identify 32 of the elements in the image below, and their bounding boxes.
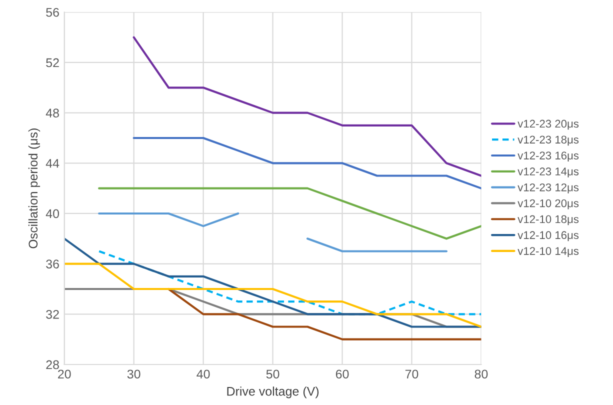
x-tick-label: 30 [127, 370, 140, 379]
y-tick-label: 52 [46, 58, 59, 68]
line-series [64, 238, 482, 328]
x-tick-label: 70 [405, 370, 418, 379]
line-series [132, 136, 482, 190]
y-tick-label: 56 [46, 8, 59, 17]
line-series [64, 262, 482, 328]
line-series [98, 187, 482, 240]
y-tick-label: 44 [46, 159, 60, 168]
legend-label: v12-23 14μs [518, 168, 579, 178]
legend-label: v12-23 16μs [518, 152, 579, 162]
legend-label: v12-10 18μs [518, 215, 579, 226]
legend-label: v12-23 18μs [518, 136, 579, 146]
x-tick-label: 20 [58, 370, 71, 379]
legend-label: v12-10 16μs [518, 231, 579, 242]
y-tick-label: 48 [46, 108, 59, 118]
line-series [168, 288, 482, 340]
legend-label: v12-23 12μs [518, 183, 579, 194]
y-tick-label: 36 [46, 260, 59, 268]
y-axis-title: Oscillation period (μs) [28, 128, 40, 248]
y-tick-label: 32 [46, 310, 59, 319]
x-tick-label: 40 [196, 370, 210, 379]
legend-label: v12-10 20μs [518, 199, 579, 210]
y-tick-label: 40 [46, 209, 60, 218]
line-series [132, 36, 482, 177]
x-tick-label: 80 [474, 370, 488, 379]
x-tick-label: 60 [336, 370, 349, 379]
legend-label: v12-10 14μs [518, 247, 579, 257]
x-tick-label: 50 [266, 370, 280, 379]
legend-label: v12-23 20μs [518, 120, 579, 130]
x-axis-title: Drive voltage (V) [227, 386, 319, 398]
y-tick-label: 28 [46, 360, 59, 370]
